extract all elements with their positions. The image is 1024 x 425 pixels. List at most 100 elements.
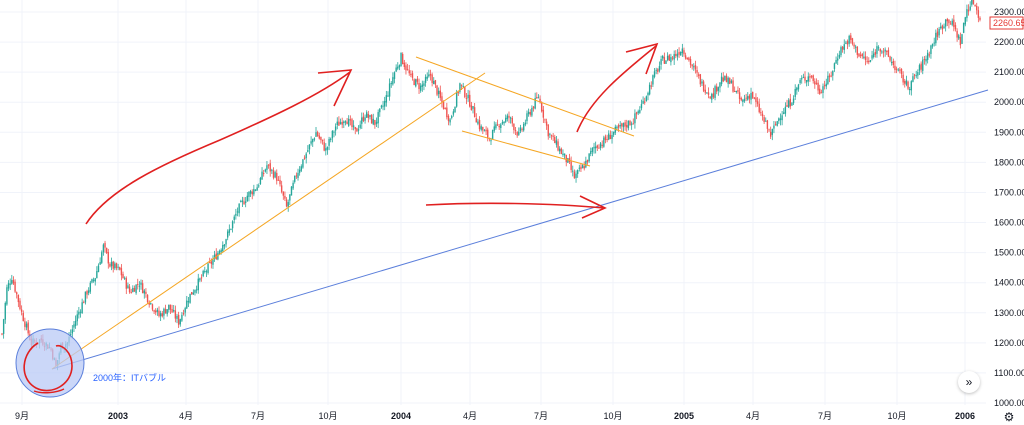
candle bbox=[665, 60, 667, 64]
x-tick-label: 2006 bbox=[955, 411, 975, 421]
candle bbox=[863, 51, 865, 60]
candle bbox=[269, 159, 271, 177]
candle bbox=[222, 241, 224, 253]
candle bbox=[962, 22, 965, 34]
candle bbox=[742, 98, 744, 107]
candle bbox=[280, 180, 283, 194]
candle bbox=[603, 135, 605, 148]
bubble-note: 2000年：ITバブル bbox=[93, 372, 166, 383]
sideways-arrow-head bbox=[579, 195, 607, 219]
candle bbox=[501, 119, 504, 125]
candle bbox=[653, 67, 656, 79]
candle bbox=[604, 134, 607, 144]
candle bbox=[99, 257, 101, 265]
scroll-to-latest-button[interactable]: » bbox=[958, 371, 980, 393]
candle bbox=[279, 175, 281, 187]
candle bbox=[943, 23, 945, 29]
candle bbox=[470, 101, 473, 111]
candle bbox=[112, 260, 114, 273]
gear-icon[interactable]: ⚙ bbox=[1003, 410, 1015, 424]
candle bbox=[670, 53, 672, 66]
candle bbox=[632, 118, 634, 125]
candle bbox=[348, 115, 350, 127]
x-tick-label: 10月 bbox=[887, 411, 906, 421]
candle bbox=[91, 278, 93, 284]
candle bbox=[851, 37, 854, 46]
candle bbox=[356, 127, 358, 132]
candle bbox=[560, 147, 563, 155]
candle bbox=[16, 291, 18, 299]
candle bbox=[161, 310, 163, 318]
candle bbox=[346, 117, 348, 125]
candle bbox=[171, 304, 173, 313]
candle bbox=[382, 100, 384, 111]
candle bbox=[182, 309, 185, 316]
candle bbox=[936, 27, 939, 41]
y-tick-label: 2000.00 bbox=[994, 97, 1024, 107]
x-tick-label: 7月 bbox=[818, 411, 832, 421]
candle bbox=[678, 47, 680, 58]
candle bbox=[133, 285, 136, 292]
candle bbox=[163, 307, 165, 320]
candle bbox=[428, 69, 430, 78]
candle bbox=[390, 81, 392, 88]
candle bbox=[361, 112, 363, 129]
candle bbox=[4, 301, 6, 324]
y-tick-label: 1100.00 bbox=[994, 368, 1024, 378]
candle bbox=[316, 130, 319, 137]
candle bbox=[876, 42, 878, 58]
candle bbox=[207, 261, 209, 275]
candle bbox=[351, 117, 353, 131]
candle bbox=[230, 228, 232, 231]
candle bbox=[756, 97, 759, 107]
candle bbox=[814, 78, 816, 89]
candle bbox=[76, 310, 78, 326]
long-term-trendline bbox=[51, 89, 989, 370]
candle bbox=[315, 126, 317, 137]
candle bbox=[164, 304, 167, 314]
candle bbox=[750, 87, 752, 105]
candle bbox=[635, 111, 638, 120]
candle bbox=[837, 53, 839, 65]
candle bbox=[681, 43, 684, 57]
candle bbox=[514, 126, 517, 135]
x-tick-label: 7月 bbox=[534, 411, 548, 421]
candle bbox=[565, 154, 567, 167]
candle bbox=[141, 279, 144, 294]
y-tick-label: 1300.00 bbox=[994, 308, 1024, 318]
candle bbox=[349, 115, 352, 126]
candle bbox=[877, 45, 880, 51]
candle bbox=[766, 119, 769, 133]
candle bbox=[926, 49, 929, 64]
candle bbox=[895, 66, 898, 74]
candle bbox=[375, 117, 378, 128]
y-tick-label: 2200.00 bbox=[994, 37, 1024, 47]
candle bbox=[400, 52, 402, 67]
candle bbox=[856, 46, 859, 59]
candle bbox=[791, 102, 793, 107]
candle bbox=[779, 113, 782, 126]
candle bbox=[235, 208, 237, 220]
candle bbox=[872, 48, 875, 59]
candle bbox=[787, 98, 790, 109]
candle bbox=[318, 132, 320, 140]
candle bbox=[264, 168, 267, 173]
support-trendline bbox=[51, 72, 486, 370]
candle bbox=[338, 116, 340, 126]
candle bbox=[246, 192, 249, 202]
candle bbox=[663, 52, 666, 65]
candle bbox=[395, 64, 397, 72]
candle bbox=[339, 118, 342, 125]
candle bbox=[650, 81, 652, 90]
candle bbox=[621, 122, 623, 132]
candle bbox=[168, 304, 170, 313]
candle bbox=[307, 145, 309, 153]
candle bbox=[819, 84, 821, 95]
candle bbox=[809, 73, 811, 82]
candle bbox=[526, 110, 528, 125]
candle bbox=[884, 47, 886, 57]
candle bbox=[388, 78, 391, 101]
candle bbox=[590, 147, 592, 157]
candle bbox=[313, 137, 316, 142]
candle bbox=[817, 79, 819, 94]
